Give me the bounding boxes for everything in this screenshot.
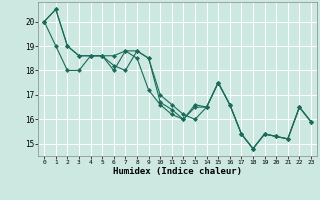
- X-axis label: Humidex (Indice chaleur): Humidex (Indice chaleur): [113, 167, 242, 176]
